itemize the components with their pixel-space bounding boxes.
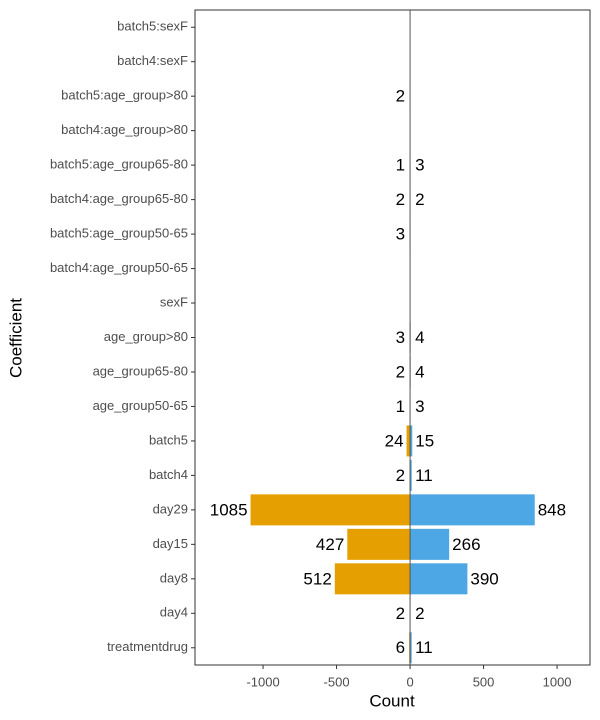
- y-tick-label: batch4:age_group50-65: [50, 260, 188, 275]
- value-label: 3: [415, 156, 424, 175]
- y-tick-label: age_group50-65: [93, 398, 188, 413]
- y-axis-title: Coefficient: [6, 298, 25, 378]
- value-label: 3: [396, 328, 405, 347]
- value-label: 390: [470, 569, 498, 588]
- y-tick-label: batch5: [149, 432, 188, 447]
- y-tick-label: batch5:sexF: [117, 19, 188, 34]
- y-tick-label: batch4:age_group65-80: [50, 191, 188, 206]
- value-label: 512: [303, 569, 331, 588]
- value-label: 3: [415, 397, 424, 416]
- y-tick-label: treatmentdrug: [107, 639, 188, 654]
- x-tick-label: 1000: [543, 674, 572, 689]
- bar: [347, 528, 411, 560]
- value-label: 2: [396, 604, 405, 623]
- x-tick-label: -1000: [246, 674, 279, 689]
- value-label: 427: [316, 535, 344, 554]
- value-label: 3: [396, 225, 405, 244]
- y-tick-label: batch5:age_group65-80: [50, 157, 188, 172]
- y-tick-label: age_group65-80: [93, 363, 188, 378]
- y-tick-label: sexF: [160, 294, 188, 309]
- bar: [406, 425, 411, 457]
- value-label: 11: [415, 466, 433, 485]
- y-tick-label: batch5:age_group>80: [61, 88, 188, 103]
- y-tick-label: day4: [160, 605, 188, 620]
- y-tick-label: batch5:age_group50-65: [50, 226, 188, 241]
- bar: [410, 528, 450, 560]
- x-axis-title: Count: [369, 691, 415, 710]
- bar: [334, 563, 411, 595]
- value-label: 1085: [210, 500, 248, 519]
- y-tick-label: day15: [153, 536, 188, 551]
- x-tick-label: 0: [406, 674, 413, 689]
- bar: [410, 459, 412, 491]
- y-tick-label: day29: [153, 501, 188, 516]
- bar: [410, 425, 413, 457]
- y-tick-label: batch4:age_group>80: [61, 122, 188, 137]
- bar: [410, 632, 412, 664]
- x-tick-label: -500: [324, 674, 350, 689]
- y-tick-label: day8: [160, 570, 188, 585]
- value-label: 2: [396, 87, 405, 106]
- bar: [410, 494, 535, 526]
- value-label: 24: [385, 431, 404, 450]
- value-label: 1: [396, 156, 405, 175]
- value-label: 6: [396, 638, 405, 657]
- bar: [250, 494, 411, 526]
- value-label: 15: [415, 431, 434, 450]
- value-label: 2: [396, 362, 405, 381]
- value-label: 848: [538, 500, 566, 519]
- value-label: 4: [415, 328, 424, 347]
- value-label: 4: [415, 362, 424, 381]
- value-label: 2: [396, 466, 405, 485]
- y-tick-label: age_group>80: [104, 329, 188, 344]
- x-tick-label: 500: [473, 674, 495, 689]
- value-label: 2: [415, 604, 424, 623]
- y-tick-label: batch4:sexF: [117, 53, 188, 68]
- y-tick-label: batch4: [149, 467, 188, 482]
- bar: [410, 563, 468, 595]
- value-label: 1: [396, 397, 405, 416]
- value-label: 2: [396, 190, 405, 209]
- value-label: 11: [415, 638, 433, 657]
- value-label: 2: [415, 190, 424, 209]
- value-label: 266: [452, 535, 480, 554]
